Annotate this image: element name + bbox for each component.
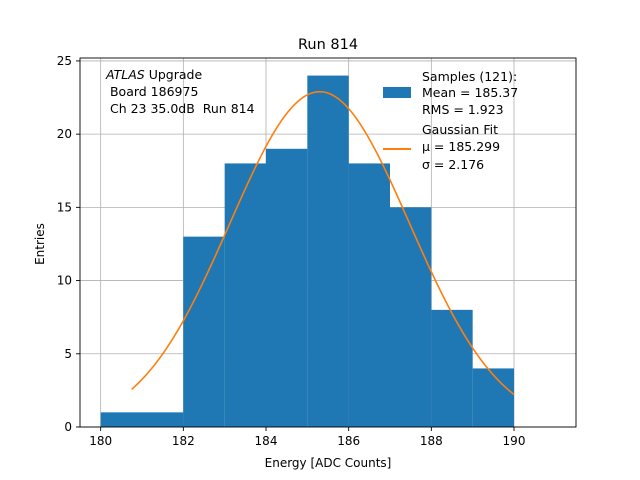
y-axis-label: Entries xyxy=(33,223,47,265)
axes xyxy=(79,57,577,428)
plot-frame xyxy=(79,57,577,428)
fit-line xyxy=(131,90,515,396)
annotation-channel-run: Ch 23 35.0dB Run 814 xyxy=(106,101,255,116)
x-tick-label: 180 xyxy=(89,434,112,448)
legend-fit-line3: σ = 2.176 xyxy=(422,157,484,172)
y-tick-label: 0 xyxy=(64,420,72,434)
legend-samples-line2: Mean = 185.37 xyxy=(422,85,518,100)
x-tick-label: 182 xyxy=(172,434,195,448)
histogram-bar xyxy=(390,207,432,427)
y-tick-label: 25 xyxy=(57,54,72,68)
gaussian-fit-curve xyxy=(131,90,515,396)
x-tick-label: 186 xyxy=(337,434,360,448)
svg-text:ATLAS Upgrade: ATLAS Upgrade xyxy=(105,67,202,82)
annotation-atlas-italic: ATLAS xyxy=(105,67,145,82)
histogram-bars xyxy=(100,75,514,428)
histogram-bar xyxy=(348,163,390,427)
legend-samples-line1: Samples (121): xyxy=(422,69,517,84)
legend-samples-swatch xyxy=(383,87,411,98)
x-tick-label: 184 xyxy=(255,434,278,448)
histogram-bar xyxy=(224,163,266,427)
y-tick-label: 10 xyxy=(57,274,72,288)
x-axis-label: Energy [ADC Counts] xyxy=(265,456,392,470)
annotation-upgrade: Upgrade xyxy=(145,67,203,82)
y-tick-label: 15 xyxy=(57,200,72,214)
legend: Samples (121): Mean = 185.37 RMS = 1.923… xyxy=(383,69,518,172)
histogram-bar xyxy=(431,309,473,427)
histogram-bar xyxy=(100,412,184,427)
histogram-bar xyxy=(266,148,308,428)
histogram-bar xyxy=(183,236,225,427)
y-tick-label: 20 xyxy=(57,127,72,141)
legend-fit-line2: μ = 185.299 xyxy=(422,139,500,154)
annotation-board: Board 186975 xyxy=(106,84,198,99)
legend-fit-line1: Gaussian Fit xyxy=(422,122,498,137)
chart-title: Run 814 xyxy=(298,37,358,53)
axis-ticks: 180 182 184 186 188 190 0 5 10 15 20 25 xyxy=(57,54,526,448)
x-tick-label: 190 xyxy=(503,434,526,448)
y-tick-label: 5 xyxy=(64,347,72,361)
atlas-annotation: ATLAS Upgrade Board 186975 Ch 23 35.0dB … xyxy=(105,67,255,116)
histogram-bar xyxy=(472,368,514,427)
legend-samples-line3: RMS = 1.923 xyxy=(422,102,504,117)
x-tick-label: 188 xyxy=(420,434,443,448)
histogram-bar xyxy=(307,75,349,428)
